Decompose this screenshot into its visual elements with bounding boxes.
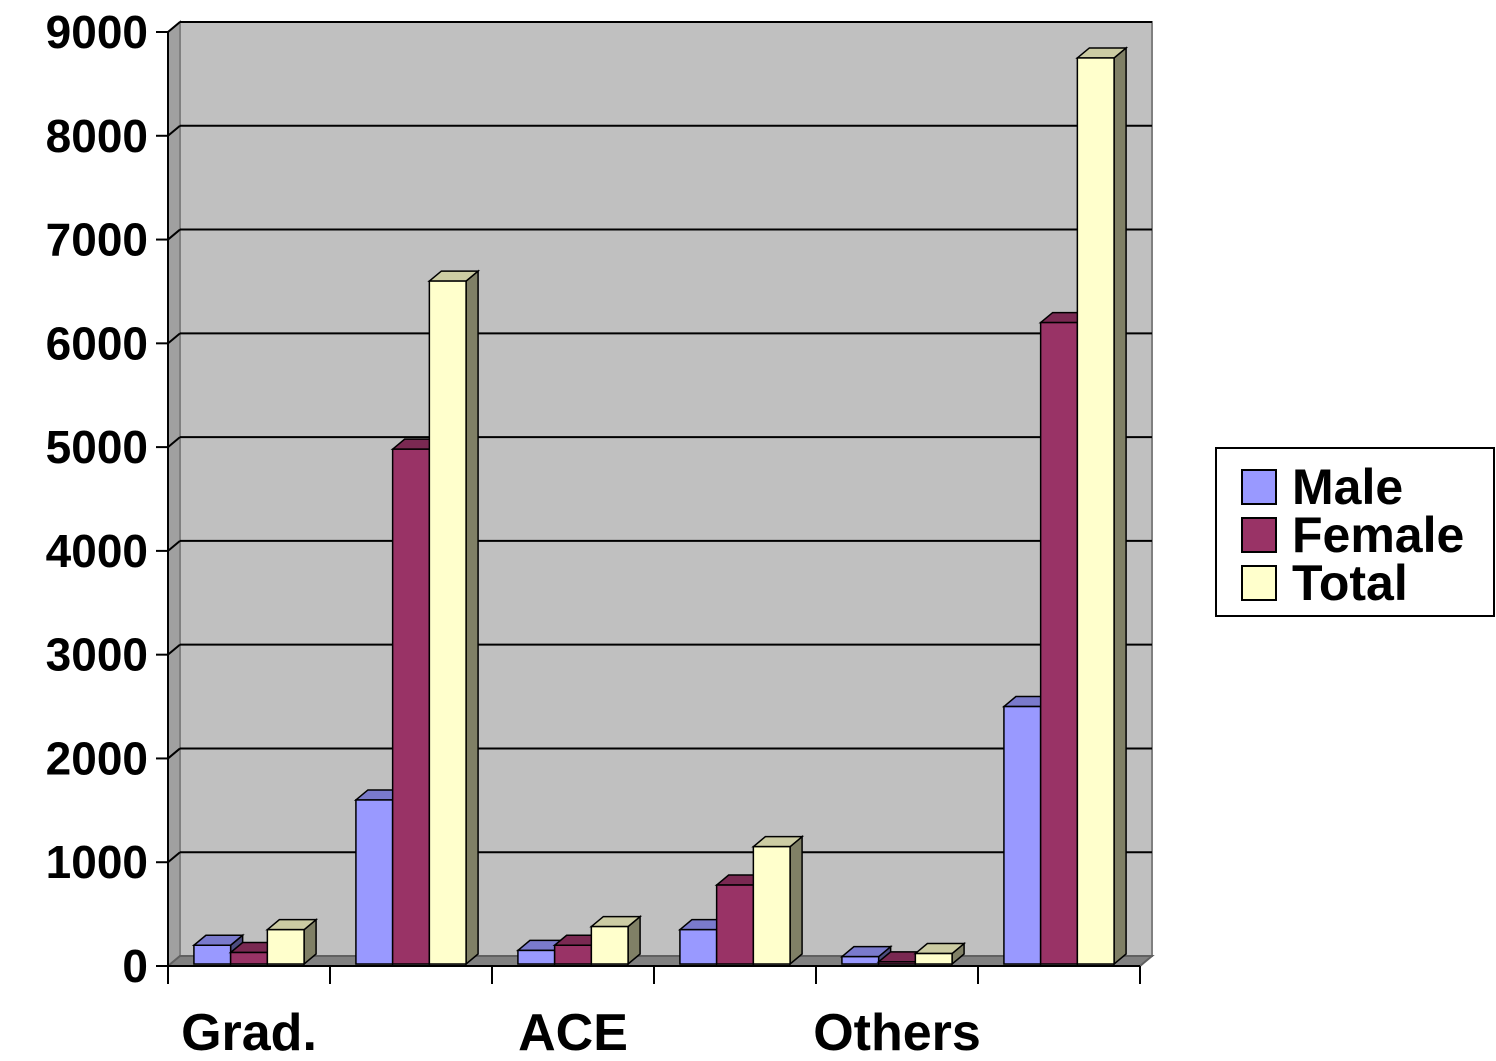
bar-side	[789, 835, 803, 966]
bar-side	[465, 269, 479, 966]
bar-front	[193, 944, 232, 965]
bar-front	[391, 448, 431, 965]
bar-front	[752, 845, 791, 965]
y-tick-label: 8000	[46, 110, 148, 162]
y-tick-label: 4000	[46, 525, 148, 577]
gridline-side	[167, 332, 181, 345]
bar-front	[266, 928, 305, 965]
bar-total	[589, 914, 643, 966]
bar-total	[427, 269, 481, 966]
gridline-side	[167, 851, 181, 863]
bar-front	[229, 951, 269, 965]
bars	[191, 46, 1129, 966]
bar-total	[1075, 46, 1129, 966]
bar-front	[355, 799, 394, 965]
gridline-side	[167, 436, 181, 448]
legend-label-total: Total	[1292, 555, 1408, 611]
y-tick-label: 3000	[46, 629, 148, 681]
side-wall	[167, 19, 181, 969]
bar-front	[877, 961, 917, 965]
gridline-side	[167, 125, 181, 137]
bar-total	[751, 835, 805, 966]
gridline-side	[167, 540, 181, 552]
bar-front	[590, 925, 629, 965]
legend-swatch-total	[1241, 565, 1277, 601]
bar-front	[428, 280, 467, 965]
bar-front	[679, 928, 718, 965]
x-category-label: Grad.	[181, 1004, 317, 1061]
axes	[156, 31, 1141, 984]
gridline-side	[167, 228, 181, 241]
bar-side	[1113, 46, 1127, 966]
y-tick-label: 7000	[46, 214, 148, 266]
bar-front	[1003, 705, 1042, 965]
y-tick-label: 5000	[46, 421, 148, 473]
bar-total	[913, 941, 967, 966]
y-tick-label: 9000	[46, 6, 148, 58]
bar-front	[914, 952, 953, 965]
y-tick-label: 1000	[46, 836, 148, 888]
legend-swatch-male	[1241, 469, 1277, 505]
x-category-label: ACE	[518, 1004, 628, 1061]
gridline-side	[167, 21, 181, 33]
bar-front	[517, 949, 556, 965]
bar-front	[715, 884, 755, 965]
gridline-side	[167, 643, 181, 656]
legend-label-male: Male	[1292, 459, 1403, 515]
bar-front	[841, 955, 880, 965]
bar-front	[553, 944, 593, 965]
gridline-side	[167, 747, 181, 760]
bar-front	[1076, 57, 1115, 965]
y-tick-label: 6000	[46, 317, 148, 369]
legend-swatch-female	[1241, 517, 1277, 553]
x-category-label: Others	[813, 1004, 981, 1061]
bar-total	[265, 918, 319, 966]
legend-label-female: Female	[1292, 507, 1464, 563]
bar-front	[1039, 321, 1079, 965]
y-axis-tick-labels: 0 1000 2000 3000 4000 5000 6000 7000 8000 9000	[46, 6, 148, 992]
y-tick-label: 0	[122, 940, 148, 992]
x-axis-category-labels: Grad. ACE Others	[181, 1004, 981, 1061]
gridlines	[167, 21, 1152, 863]
y-tick-label: 2000	[46, 732, 148, 784]
